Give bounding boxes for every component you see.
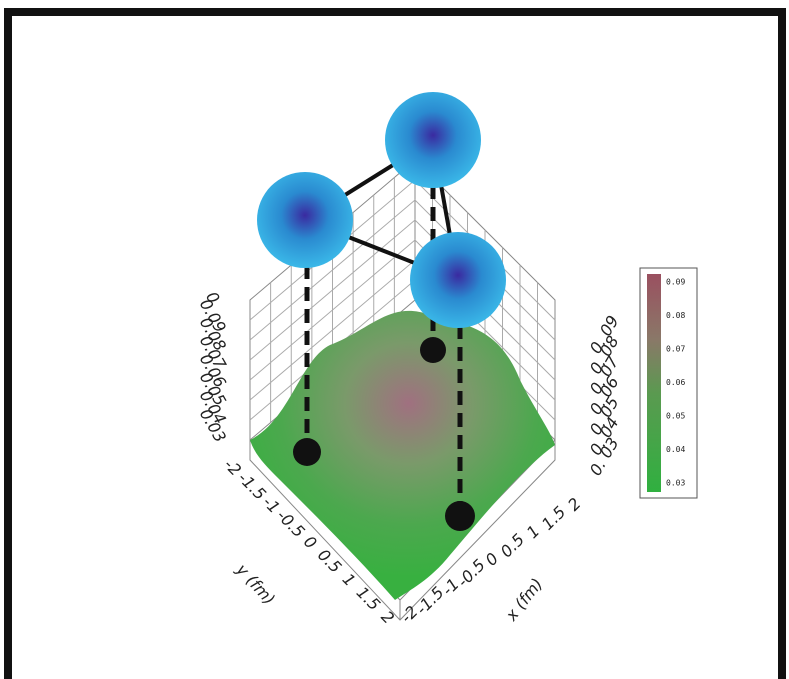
y-tick-label: -0.5 [273,506,309,542]
colorbar-tick-label: 0.05 [666,412,685,421]
sphere [410,232,506,328]
projection-dot [293,438,321,466]
surface [250,310,555,600]
x-axis-label: x (fm) [501,575,546,626]
colorbar-tick-label: 0.06 [666,378,685,387]
sphere [257,172,353,268]
y-tick-label: -1.5 [234,468,270,504]
projection-dot [420,337,446,363]
y-tick-label: 2 [377,607,398,628]
projections [304,185,463,516]
x-tick-label: 0.5 [497,530,528,561]
x-tick-label: 1 [523,521,544,542]
colorbar-tick-label: 0.09 [666,278,685,287]
y-axis-label: y (fm) [232,559,279,608]
projection-dot [445,501,475,531]
y-tick-label: 0 [300,532,321,553]
colorbar-tick-label: 0.08 [666,311,685,320]
x-tick-label: 1.5 [538,502,569,533]
sphere [385,92,481,188]
frame [4,8,786,679]
colorbar-tick-label: 0.04 [666,445,685,454]
colorbar [647,274,661,492]
x-tick-label: 2 [564,494,585,515]
colorbar-tick-label: 0.03 [666,479,685,488]
y-tick-label: 0.5 [314,545,345,576]
colorbar-tick-label: 0.07 [666,345,685,354]
y-tick-label: 1 [339,569,360,590]
y-tick-label: 1.5 [353,583,384,614]
